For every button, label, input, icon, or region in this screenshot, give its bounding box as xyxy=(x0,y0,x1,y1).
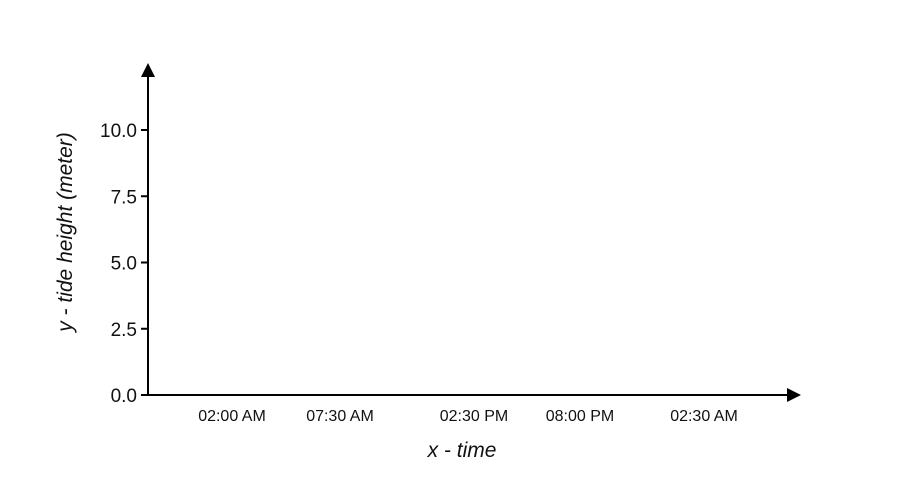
y-tick-label: 10.0 xyxy=(100,121,137,142)
y-tick-label: 0.0 xyxy=(111,386,137,407)
y-tick-label: 5.0 xyxy=(111,254,137,275)
x-axis-arrow xyxy=(787,388,801,402)
y-axis-title: y - tide height (meter) xyxy=(54,132,77,334)
x-tick-label: 02:00 AM xyxy=(198,408,266,425)
x-tick-label: 08:00 PM xyxy=(546,408,614,425)
y-tick-label: 7.5 xyxy=(111,187,137,208)
x-axis: 02:00 AM 07:30 AM 02:30 PM 08:00 PM 02:30 AM xyxy=(148,388,801,425)
y-axis-arrow xyxy=(141,63,155,77)
x-tick-label: 02:30 PM xyxy=(440,408,508,425)
y-axis: 0.0 2.5 5.0 7.5 10.0 xyxy=(100,63,155,407)
x-tick-label: 02:30 AM xyxy=(670,408,738,425)
x-tick-label: 07:30 AM xyxy=(306,408,374,425)
y-ticks: 0.0 2.5 5.0 7.5 10.0 xyxy=(100,121,148,407)
y-tick-label: 2.5 xyxy=(111,320,137,341)
x-ticks: 02:00 AM 07:30 AM 02:30 PM 08:00 PM 02:30 AM xyxy=(198,408,738,425)
x-axis-title: x - time xyxy=(427,439,497,462)
